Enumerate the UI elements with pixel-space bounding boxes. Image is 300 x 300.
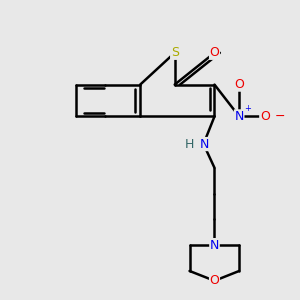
Text: N: N [200, 138, 209, 151]
Text: H: H [184, 138, 194, 151]
Text: −: − [275, 110, 285, 123]
Text: S: S [171, 46, 179, 59]
Text: O: O [234, 78, 244, 91]
Text: N: N [235, 110, 244, 123]
Text: O: O [260, 110, 270, 123]
Text: +: + [244, 103, 251, 112]
Text: O: O [210, 46, 219, 59]
Text: O: O [210, 274, 219, 287]
Text: N: N [210, 238, 219, 252]
